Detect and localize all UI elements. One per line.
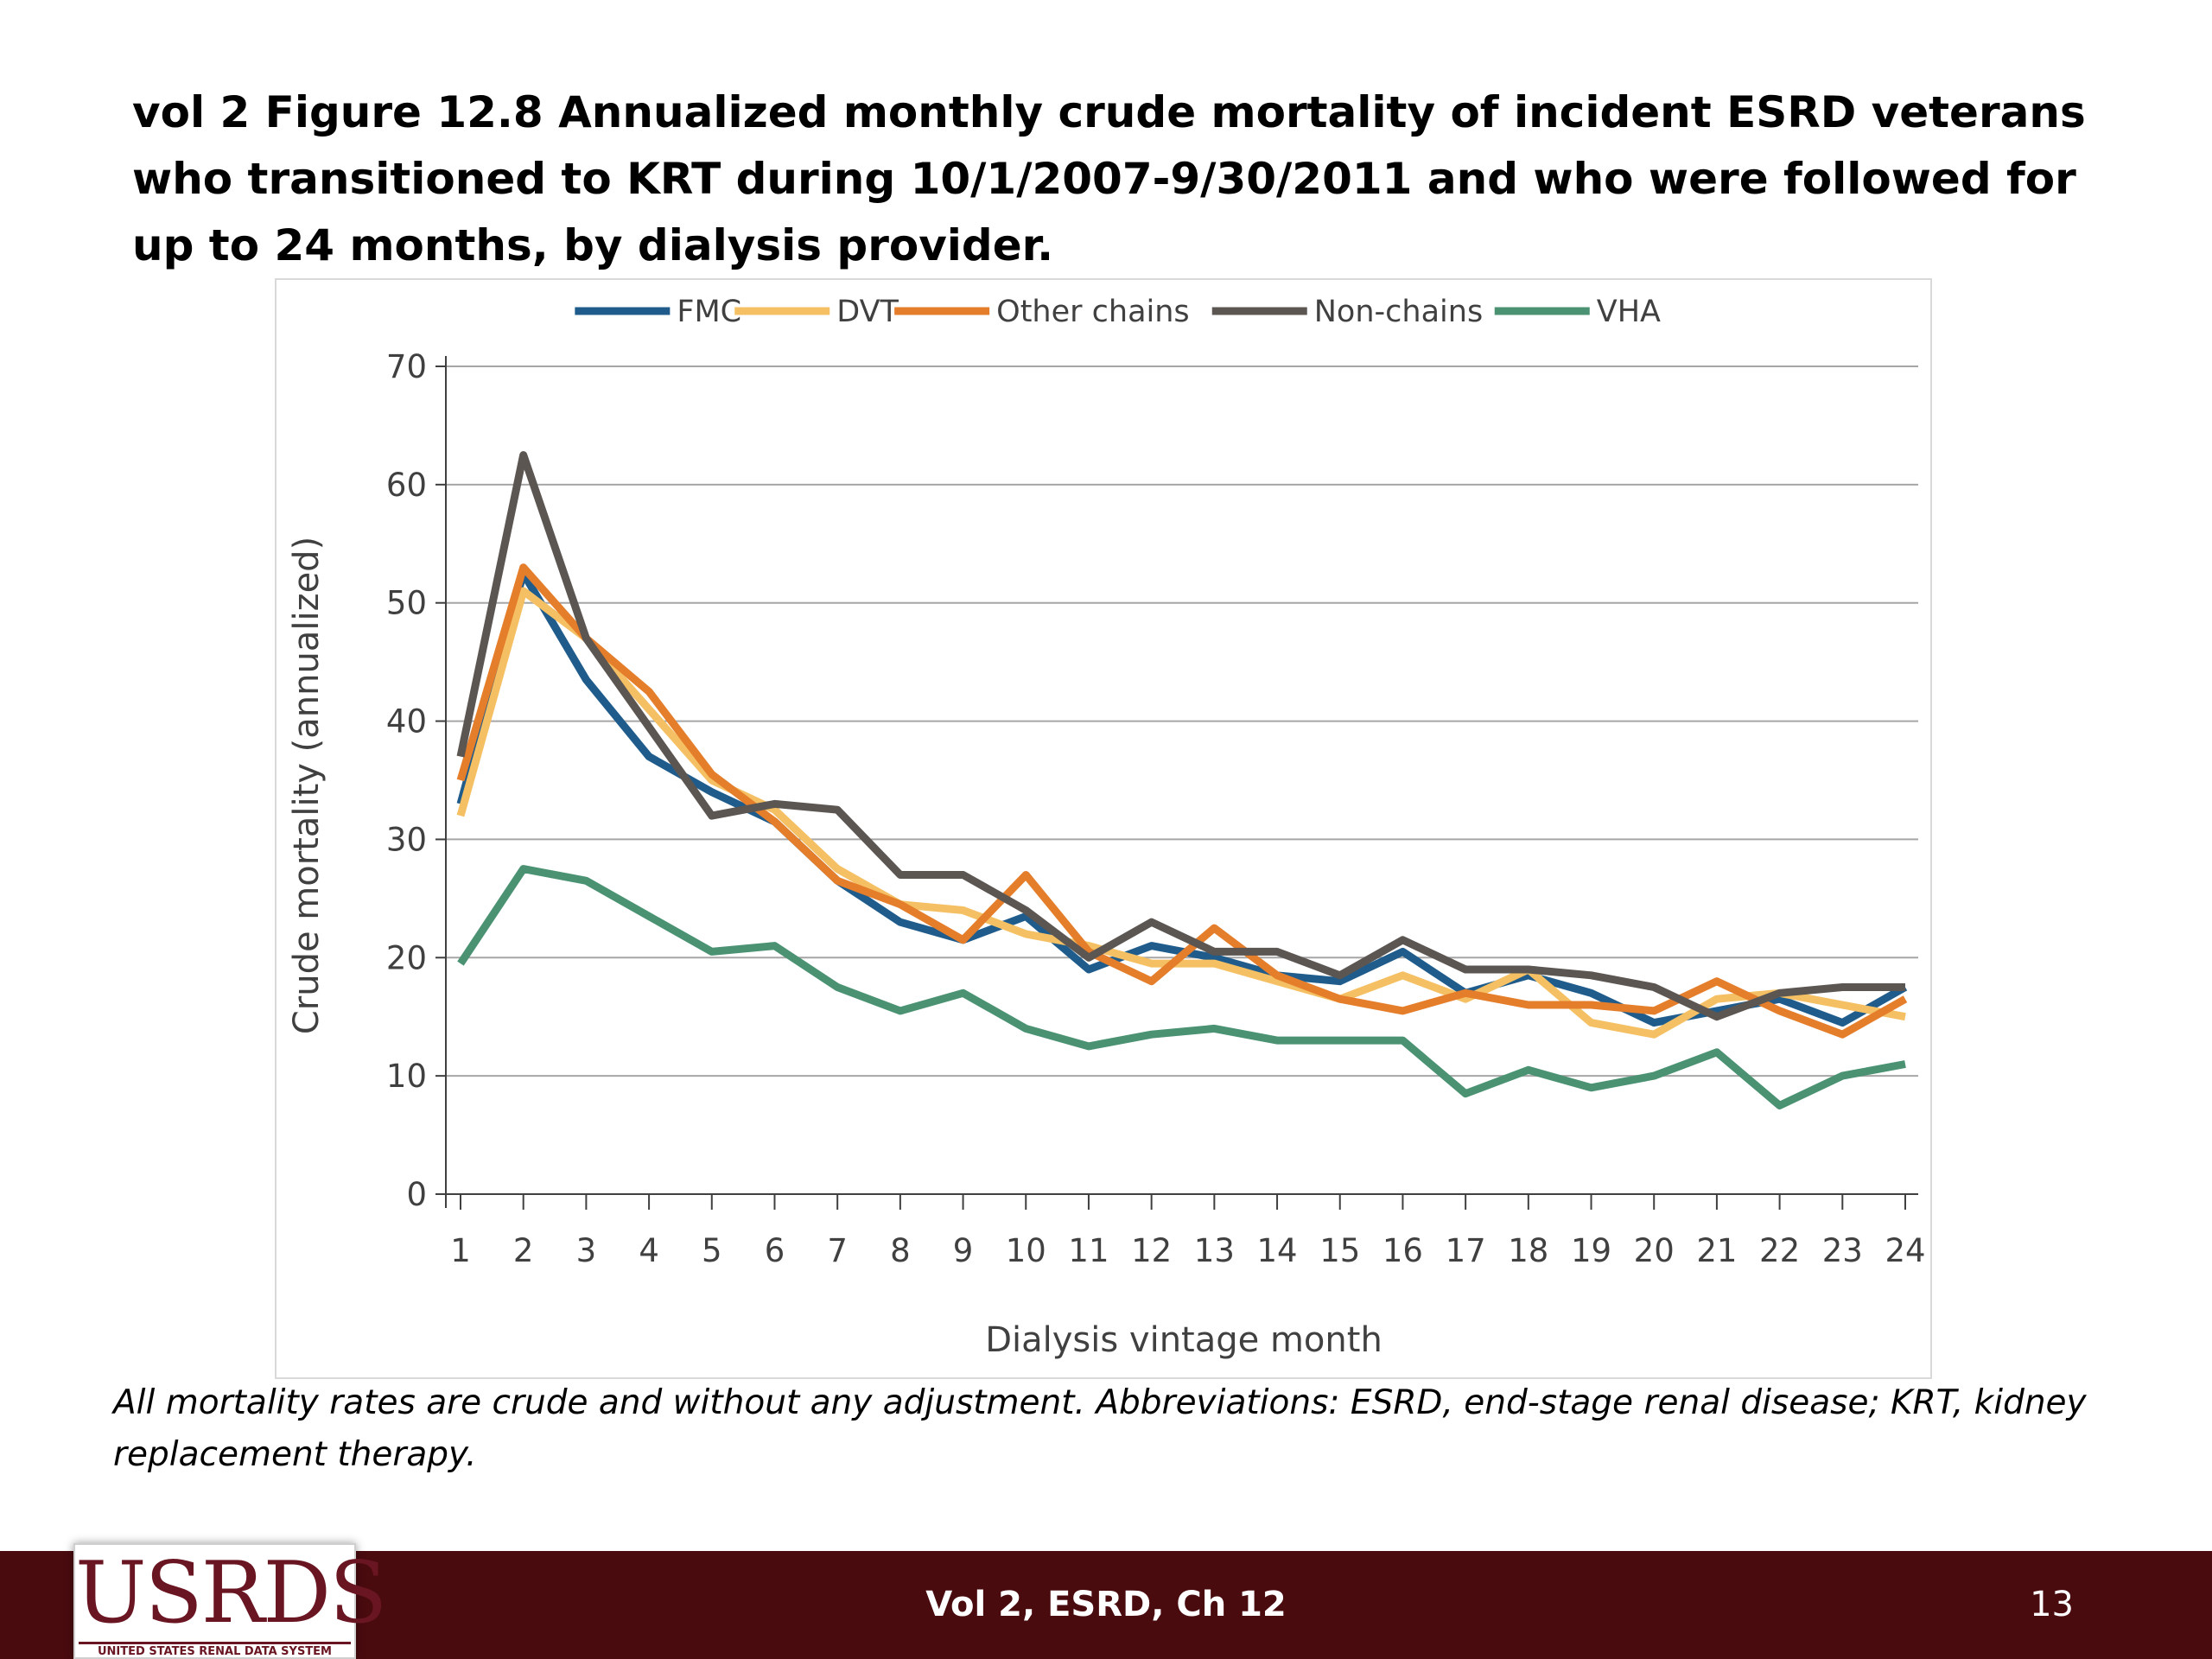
x-tick-label: 6 bbox=[765, 1232, 785, 1269]
series-line-non-chains bbox=[456, 451, 1905, 1021]
x-tick-label: 5 bbox=[702, 1232, 722, 1269]
x-tick-label: 7 bbox=[827, 1232, 848, 1269]
x-tick-label: 21 bbox=[1696, 1232, 1737, 1269]
x-tick-label: 20 bbox=[1634, 1232, 1675, 1269]
legend-label: DVT bbox=[836, 295, 899, 329]
series-lines bbox=[456, 451, 1908, 1109]
x-tick-label: 15 bbox=[1319, 1232, 1360, 1269]
y-tick-label: 0 bbox=[406, 1176, 427, 1213]
x-tick-label: 18 bbox=[1508, 1232, 1548, 1269]
x-tick-label: 4 bbox=[639, 1232, 659, 1269]
y-tick-label: 60 bbox=[386, 467, 427, 504]
page-number: 13 bbox=[2030, 1585, 2074, 1624]
x-tick-label: 16 bbox=[1382, 1232, 1423, 1269]
y-tick-label: 10 bbox=[386, 1058, 427, 1095]
y-tick-label: 20 bbox=[386, 939, 427, 976]
x-tick-label: 3 bbox=[576, 1232, 597, 1269]
x-tick-label: 10 bbox=[1006, 1232, 1046, 1269]
x-tick-label: 13 bbox=[1194, 1232, 1235, 1269]
y-tick-label: 70 bbox=[386, 348, 427, 385]
x-tick-label: 17 bbox=[1446, 1232, 1486, 1269]
chart-frame: 0 10 20 30 40 50 60 70 1 2 3 4 5 6 7 8 9 10 11 12 13 14 15 16 17… bbox=[275, 278, 1932, 1379]
x-tick-label: 8 bbox=[890, 1232, 911, 1269]
legend-label: VHA bbox=[1597, 295, 1661, 329]
legend-label: Other chains bbox=[996, 295, 1190, 329]
x-tick-label: 12 bbox=[1131, 1232, 1172, 1269]
x-tick-label: 1 bbox=[450, 1232, 471, 1269]
y-tick-label: 30 bbox=[386, 821, 427, 858]
x-tick-label: 24 bbox=[1885, 1232, 1925, 1269]
legend-label: Non-chains bbox=[1314, 295, 1483, 329]
y-tick-label: 40 bbox=[386, 703, 427, 741]
series-line-dvt bbox=[456, 587, 1906, 1039]
x-tick-label: 2 bbox=[513, 1232, 534, 1269]
series-line-vha bbox=[457, 865, 1906, 1109]
footer-chapter-label: Vol 2, ESRD, Ch 12 bbox=[925, 1585, 1287, 1624]
footnote: All mortality rates are crude and withou… bbox=[113, 1383, 2087, 1474]
legend-label: FMC bbox=[677, 295, 741, 329]
logo-wordmark: USRDS bbox=[75, 1544, 387, 1643]
legend: FMC DVT Other chains Non-chains VHA bbox=[575, 295, 1661, 329]
y-axis-title: Crude mortality (annualized) bbox=[287, 537, 327, 1034]
footer-bar bbox=[0, 1551, 2212, 1659]
x-tick-label: 14 bbox=[1256, 1232, 1297, 1269]
logo-subtitle: UNITED STATES RENAL DATA SYSTEM bbox=[97, 1645, 332, 1658]
slide-title: vol 2 Figure 12.8 Annualized monthly cru… bbox=[132, 87, 2086, 270]
x-tick-label: 9 bbox=[953, 1232, 974, 1269]
usrds-logo: USRDS UNITED STATES RENAL DATA SYSTEM bbox=[73, 1543, 387, 1659]
y-tick-label: 50 bbox=[386, 585, 427, 622]
series-line-other-chains bbox=[456, 563, 1908, 1039]
x-tick-label: 23 bbox=[1822, 1232, 1863, 1269]
gridlines bbox=[446, 365, 1918, 1077]
x-tick-label: 19 bbox=[1571, 1232, 1611, 1269]
logo-rule bbox=[79, 1642, 351, 1644]
x-tick-label: 22 bbox=[1759, 1232, 1800, 1269]
x-axis-title: Dialysis vintage month bbox=[985, 1320, 1382, 1360]
x-tick-label: 11 bbox=[1068, 1232, 1109, 1269]
